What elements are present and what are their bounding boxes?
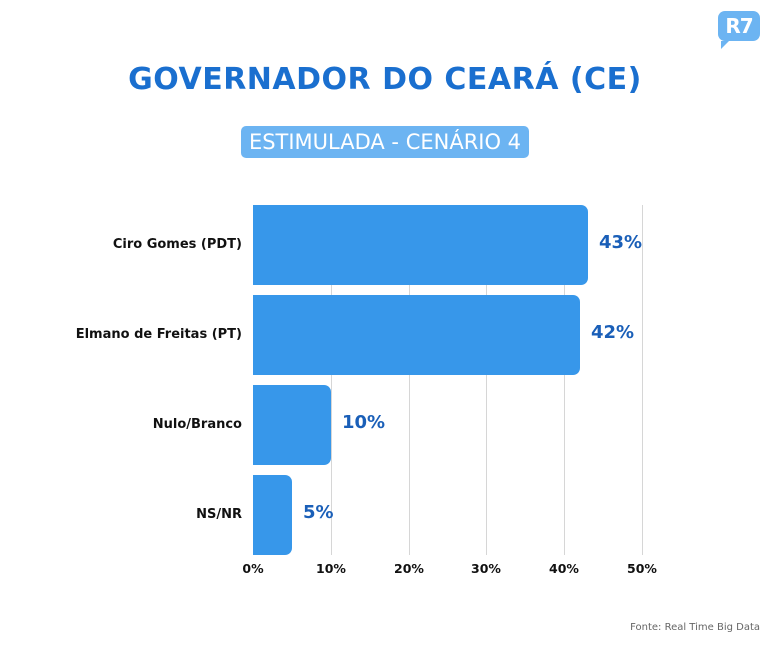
category-label: Nulo/Branco [152, 417, 242, 432]
gridline [564, 205, 565, 555]
x-tick-label: 20% [394, 561, 424, 576]
bar [253, 295, 580, 375]
bar [253, 385, 331, 465]
x-tick-label: 0% [242, 561, 264, 576]
category-label: NS/NR [196, 507, 242, 522]
x-tick-label: 30% [471, 561, 501, 576]
gridline [642, 205, 643, 555]
subtitle-container: ESTIMULADA - CENÁRIO 4 [0, 126, 770, 158]
x-tick-label: 10% [316, 561, 346, 576]
x-tick-label: 50% [627, 561, 657, 576]
value-label: 5% [303, 502, 334, 523]
gridline [409, 205, 410, 555]
bar [253, 205, 588, 285]
value-label: 43% [599, 232, 643, 253]
value-label: 10% [342, 412, 386, 433]
source-note: Fonte: Real Time Big Data [630, 622, 760, 633]
gridline [331, 205, 332, 555]
scenario-badge: ESTIMULADA - CENÁRIO 4 [240, 126, 530, 158]
category-label: Elmano de Freitas (PT) [75, 327, 242, 342]
gridline [486, 205, 487, 555]
bar [253, 475, 292, 555]
r7-logo: R7 [718, 11, 760, 49]
x-tick-label: 40% [549, 561, 579, 576]
value-label: 42% [591, 322, 635, 343]
chart-title: GOVERNADOR DO CEARÁ (CE) [128, 62, 642, 97]
category-label: Ciro Gomes (PDT) [112, 237, 242, 252]
